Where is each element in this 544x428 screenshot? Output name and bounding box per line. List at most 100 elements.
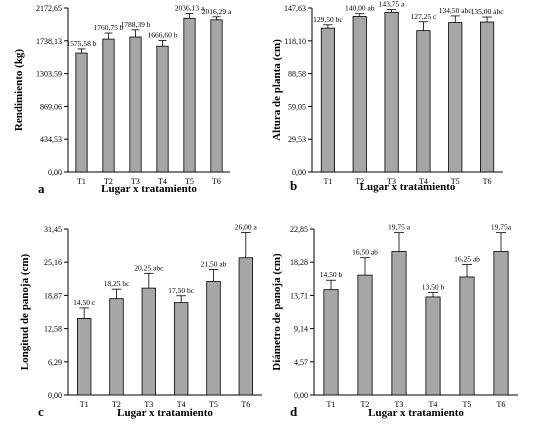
bar-T3: [384, 11, 399, 173]
bar-T3: [141, 287, 157, 396]
bar-T5: [459, 276, 475, 396]
data-label: 1666,60 b: [148, 31, 178, 40]
y-tick-label: 25,16: [44, 258, 62, 267]
y-tick-label: 0,00: [292, 168, 306, 177]
y-tick-label: 13,71: [290, 291, 308, 300]
y-axis-title: Rendimiento (kg): [13, 49, 25, 132]
bar-T1: [76, 318, 92, 396]
data-label: 127,25 c: [410, 12, 437, 21]
y-tick-label: 1738,13: [36, 37, 62, 46]
bar-T4: [156, 45, 169, 173]
x-tick-label: T2: [355, 177, 364, 186]
panel-d: 0,00 4,57 9,14 13,71 18,28 22,85 14,50 b T1 16,5…: [271, 223, 518, 419]
x-tick-label: T1: [77, 177, 86, 186]
x-tick-label: T3: [395, 400, 404, 409]
x-tick-label: T4: [429, 400, 438, 409]
y-tick-label: 0,00: [48, 168, 62, 177]
y-tick-label: 31,45: [44, 225, 62, 234]
panel-b: 0,00 29,53 59,05 88,58 118,10 147,63 129,50 bc…: [271, 0, 504, 193]
x-tick-label: T4: [158, 177, 167, 186]
y-tick-label: 22,85: [290, 225, 308, 234]
data-label: 1760,75 b: [94, 23, 124, 32]
y-tick-label: 0,00: [294, 391, 308, 400]
x-tick-label: T5: [185, 177, 194, 186]
x-tick-label: T6: [483, 177, 492, 186]
panel-letter: c: [38, 404, 44, 419]
data-label: 14,50 b: [320, 270, 343, 279]
y-tick-label: 118,10: [284, 37, 306, 46]
data-label: 19,75 a: [388, 223, 411, 232]
data-label: 20,25 abc: [134, 263, 164, 272]
data-label: 143,75 a: [379, 0, 406, 9]
data-label: 14,50 c: [73, 298, 96, 307]
data-label: 134,50 abc: [439, 6, 473, 15]
data-label: 17,50 bc: [168, 286, 195, 295]
x-tick-label: T5: [463, 400, 472, 409]
y-axis-title: Longitud de panoja (cm): [19, 253, 31, 370]
panel-letter: b: [290, 178, 297, 193]
bar-T5: [183, 17, 196, 173]
x-tick-label: T6: [497, 400, 506, 409]
x-tick-label: T2: [112, 400, 121, 409]
x-tick-label: T6: [241, 400, 250, 409]
x-axis-title: Lugar x tratamiento: [360, 181, 456, 193]
bar-T2: [109, 298, 124, 396]
x-tick-label: T4: [419, 177, 428, 186]
x-tick-label: T3: [387, 177, 396, 186]
data-label: 26,00 a: [235, 222, 258, 231]
data-label: 13,50 b: [422, 283, 445, 292]
y-tick-label: 29,53: [288, 135, 306, 144]
data-label: 21,50 ab: [201, 259, 227, 268]
bar-T4: [173, 302, 189, 396]
y-tick-label: 88,58: [288, 70, 306, 79]
y-tick-label: 18,28: [290, 258, 308, 267]
bar-T4: [425, 296, 441, 396]
panel-a: 0,00 434,53 869,06 1303,59 1738,13 2172,65 157…: [13, 3, 232, 196]
x-axis-title: Lugar x tratamiento: [101, 183, 197, 195]
x-tick-label: T5: [209, 400, 218, 409]
bar-T5: [448, 22, 463, 173]
y-tick-label: 0,00: [48, 391, 62, 400]
data-label: 1788,39 b: [121, 20, 151, 29]
x-tick-label: T5: [451, 177, 460, 186]
bar-T6: [493, 251, 509, 396]
x-tick-label: T1: [327, 400, 336, 409]
data-label: 140,00 ab: [345, 4, 375, 13]
x-axis-title: Lugar x tratamiento: [117, 407, 213, 419]
bar-T6: [210, 19, 223, 173]
bar-T4: [416, 30, 431, 173]
bar-T2: [357, 274, 373, 396]
y-tick-label: 2172,65: [36, 4, 62, 13]
bar-T6: [238, 257, 254, 396]
data-label: 129,50 bc: [313, 15, 343, 24]
x-tick-label: T2: [104, 177, 113, 186]
y-tick-label: 12,58: [44, 325, 62, 334]
x-tick-label: T1: [323, 177, 332, 186]
data-label: 2016,29 a: [202, 7, 232, 16]
bar-T5: [206, 281, 221, 396]
y-tick-label: 9,14: [294, 325, 308, 334]
x-tick-label: T3: [131, 177, 140, 186]
x-tick-label: T1: [80, 400, 89, 409]
bar-T3: [391, 251, 407, 396]
x-tick-label: T4: [177, 400, 186, 409]
y-tick-label: 1303,59: [36, 70, 62, 79]
y-tick-label: 6,29: [48, 358, 62, 367]
y-tick-label: 147,63: [284, 4, 306, 13]
y-tick-label: 59,05: [288, 102, 306, 111]
x-axis-title: Lugar x tratamiento: [368, 407, 464, 419]
bar-T1: [75, 52, 88, 173]
bar-T2: [102, 38, 115, 173]
data-label: 2036,13 a: [175, 3, 205, 12]
data-label: 1575,58 b: [67, 39, 97, 48]
bar-T2: [352, 16, 367, 173]
x-tick-label: T2: [361, 400, 370, 409]
data-label: 16,50 ab: [352, 248, 378, 257]
data-label: 19,75a: [491, 223, 512, 232]
panel-letter: d: [290, 404, 298, 419]
y-tick-label: 4,57: [294, 358, 308, 367]
y-tick-label: 434,53: [40, 135, 62, 144]
y-tick-label: 869,06: [40, 102, 62, 111]
